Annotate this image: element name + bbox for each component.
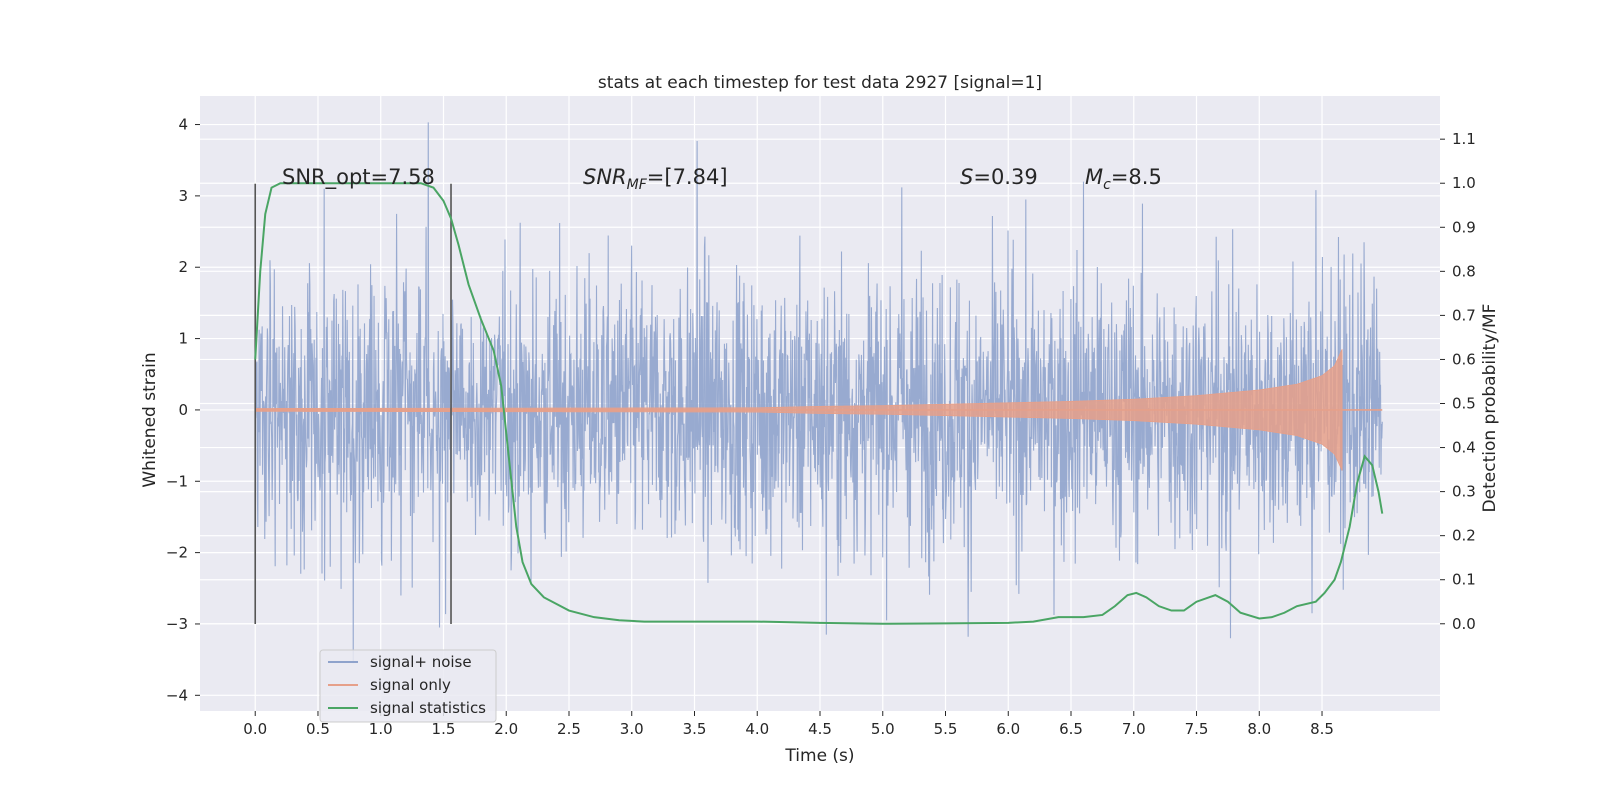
x-tick-label: 6.5 [1059, 720, 1083, 738]
signal-statistics-line [254, 182, 1384, 625]
signal-only-series [254, 349, 1383, 471]
y-right-tick-label: 0.8 [1452, 262, 1476, 280]
signal-noise-line [254, 122, 1383, 664]
x-tick-label: 2.5 [557, 720, 581, 738]
y-left-tick-label: −3 [166, 615, 188, 633]
axis-ticks: 0.0 0.5 1.0 1.5 2.0 2.5 3.0 3.5 4.0 4.5 5.0 5.5 6.0 6… [166, 116, 1476, 738]
legend-label-signal-only: signal only [370, 676, 451, 694]
x-tick-label: 8.5 [1310, 720, 1334, 738]
annotation-s: S=0.39 [960, 165, 1038, 189]
y-right-tick-label: 0.1 [1452, 571, 1476, 589]
signal-noise-series [254, 122, 1383, 664]
x-tick-label: 3.0 [620, 720, 644, 738]
y-left-tick-label: −1 [166, 472, 188, 490]
x-tick-label: 7.5 [1185, 720, 1209, 738]
x-tick-label: 0.0 [243, 720, 267, 738]
x-axis-label: Time (s) [784, 746, 854, 766]
x-tick-label: 4.5 [808, 720, 832, 738]
y-right-tick-label: 0.5 [1452, 395, 1476, 413]
y-right-tick-label: 0.4 [1452, 439, 1476, 457]
x-tick-label: 5.0 [871, 720, 895, 738]
x-tick-label: 8.0 [1247, 720, 1271, 738]
y-right-tick-label: 0.3 [1452, 483, 1476, 501]
annotation-mc: Mc=8.5 [1085, 165, 1162, 193]
signal-statistics-series [254, 182, 1384, 625]
y-right-tick-label: 0.2 [1452, 527, 1476, 545]
annotation-snr-opt: SNR_opt=7.58 [282, 165, 435, 190]
annotation-snr-mf: SNRMF=[7.84] [583, 165, 728, 193]
x-tick-label: 3.5 [683, 720, 707, 738]
y-left-tick-label: 2 [178, 258, 188, 276]
x-tick-label: 6.0 [996, 720, 1020, 738]
x-tick-label: 4.0 [745, 720, 769, 738]
x-tick-label: 1.5 [432, 720, 456, 738]
y-left-tick-label: 0 [178, 401, 188, 419]
x-tick-label: 5.5 [934, 720, 958, 738]
y-left-tick-label: 4 [178, 116, 188, 134]
y-axis-left-label: Whitened strain [140, 352, 160, 487]
legend: signal+ noise signal only signal statist… [319, 649, 497, 723]
y-right-tick-label: 1.1 [1452, 130, 1476, 148]
y-left-tick-label: −4 [166, 686, 188, 704]
chart-title: stats at each timestep for test data 292… [598, 73, 1042, 93]
y-right-tick-label: 0.6 [1452, 350, 1476, 368]
y-axis-right-label: Detection probability/MF [1480, 304, 1500, 513]
y-right-tick-label: 0.0 [1452, 615, 1476, 633]
legend-label-signal-noise: signal+ noise [370, 653, 472, 671]
x-tick-label: 2.0 [494, 720, 518, 738]
y-left-tick-label: −2 [166, 544, 188, 562]
vertical-markers [254, 183, 452, 624]
legend-box [319, 649, 497, 723]
y-right-tick-label: 1.0 [1452, 174, 1476, 192]
x-tick-label: 1.0 [369, 720, 393, 738]
x-tick-label: 0.5 [306, 720, 330, 738]
y-right-tick-label: 0.7 [1452, 306, 1476, 324]
y-right-tick-label: 0.9 [1452, 218, 1476, 236]
y-left-tick-label: 1 [178, 330, 188, 348]
x-tick-label: 7.0 [1122, 720, 1146, 738]
y-left-tick-label: 3 [178, 187, 188, 205]
legend-label-signal-statistics: signal statistics [370, 699, 486, 717]
